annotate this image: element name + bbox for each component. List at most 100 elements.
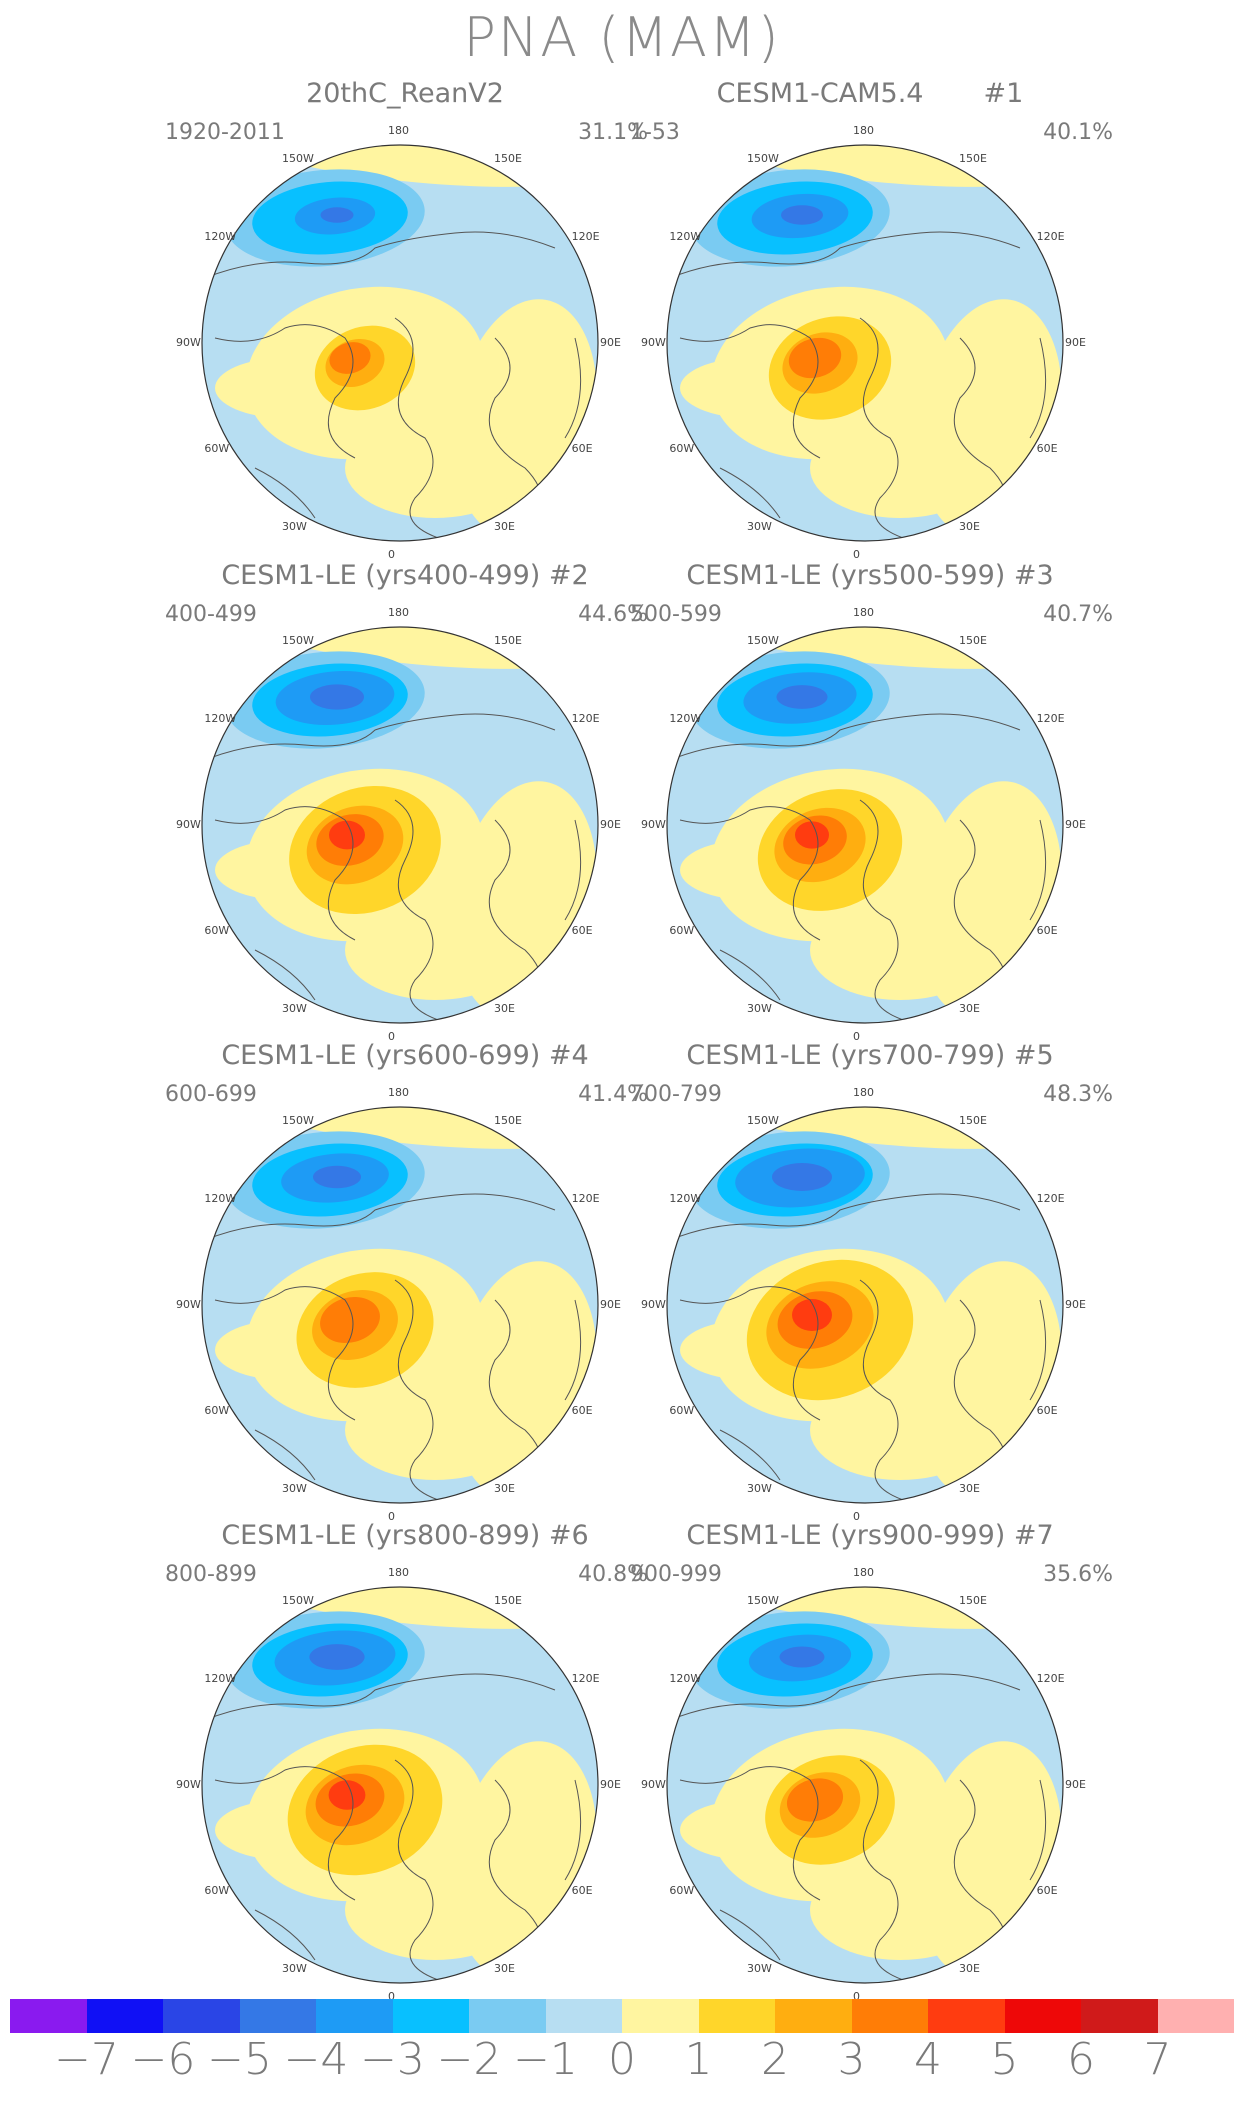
longitude-label: 90W <box>641 1298 666 1311</box>
longitude-label: 150W <box>282 1114 314 1128</box>
longitude-label: 30W <box>282 1481 307 1495</box>
longitude-label: 30W <box>282 1961 307 1975</box>
negative-core-4 <box>781 205 823 225</box>
longitude-label: 150W <box>282 1594 314 1608</box>
longitude-label: 0 <box>388 548 395 561</box>
longitude-label: 30E <box>959 519 980 533</box>
panel-variance-pct: 35.6% <box>1043 1562 1113 1587</box>
longitude-label: 60E <box>571 924 593 937</box>
map-panel: CESM1-LE (yrs500-599) #3 500-599 40.7% 180 1… <box>585 560 1155 1043</box>
longitude-label: 180 <box>388 606 409 619</box>
positive-core-3 <box>786 1778 844 1822</box>
colorbar-swatch <box>316 1999 393 2033</box>
colorbar-tick-label: 1 <box>684 2034 713 2085</box>
coastline <box>669 1673 1047 1983</box>
longitude-label: 150E <box>959 152 987 166</box>
positive-core-3 <box>329 342 371 374</box>
longitude-label: 120W <box>204 230 237 243</box>
positive-core-4 <box>328 1780 366 1810</box>
map-border <box>201 626 599 1024</box>
positive-core-4 <box>792 1299 832 1331</box>
coastline <box>204 713 582 1023</box>
longitude-label: 150W <box>747 1594 779 1608</box>
positive-anomaly-region <box>345 900 525 1000</box>
longitude-label: 90E <box>600 818 621 831</box>
panel-title: CESM1-LE (yrs800-899) #6 <box>221 1520 589 1551</box>
longitude-label: 90E <box>600 1298 621 1311</box>
panel-title: CESM1-CAM5.4 #1 <box>716 78 1024 109</box>
map-panel: CESM1-LE (yrs400-499) #2 400-499 44.6% 180 1… <box>120 560 690 1043</box>
colorbar-tick-label: 3 <box>837 2034 866 2085</box>
longitude-label: 120W <box>204 1672 237 1685</box>
longitude-label: 0 <box>853 548 860 561</box>
coastline <box>669 713 1047 1023</box>
longitude-label: 0 <box>388 1990 395 2003</box>
longitude-label: 180 <box>853 124 874 137</box>
panel-years: 600-699 <box>165 1082 257 1107</box>
longitude-label: 60W <box>204 924 230 937</box>
polar-map <box>666 1586 1064 1984</box>
colorbar-swatch <box>775 1999 852 2033</box>
longitude-label: 30W <box>282 519 307 533</box>
colorbar-swatch <box>698 1999 775 2033</box>
polar-map <box>201 1106 599 1504</box>
longitude-label: 90E <box>1065 818 1086 831</box>
positive-core-4 <box>329 820 365 850</box>
colorbar-tick-label: −7 <box>54 2034 119 2085</box>
panel-title: CESM1-LE (yrs900-999) #7 <box>686 1520 1054 1551</box>
panel-title: 20thC_ReanV2 <box>306 78 504 109</box>
colorbar-swatch <box>1004 1999 1081 2033</box>
colorbar-labels: −7 −6 −5 −4 −3 −2 −1 0 1 2 3 4 5 6 7 <box>0 2034 1244 2094</box>
map-border <box>666 626 1064 1024</box>
colorbar-swatch <box>10 1999 87 2033</box>
longitude-label: 90E <box>1065 336 1086 349</box>
panel-variance-pct: 40.7% <box>1043 602 1113 627</box>
longitude-label: 150E <box>494 1114 522 1128</box>
longitude-label: 150E <box>959 1114 987 1128</box>
colorbar-swatch <box>1157 1999 1234 2033</box>
negative-core-4 <box>309 1644 365 1670</box>
coastline <box>204 1193 582 1503</box>
map-panel: CESM1-LE (yrs600-699) #4 600-699 41.4% 180 1… <box>120 1040 690 1523</box>
longitude-label: 60E <box>1036 1884 1058 1897</box>
panel-title: CESM1-LE (yrs600-699) #4 <box>221 1040 589 1071</box>
colorbar-tick-label: −4 <box>283 2034 349 2085</box>
longitude-label: 120E <box>571 712 600 725</box>
colorbar-swatch <box>469 1999 546 2033</box>
colorbar-tick-label: 2 <box>761 2034 789 2085</box>
longitude-label: 180 <box>388 1086 409 1099</box>
longitude-label: 30E <box>494 1481 515 1495</box>
polar-map <box>201 144 599 542</box>
longitude-label: 30W <box>747 1001 772 1015</box>
negative-core-4 <box>320 207 354 223</box>
polar-map <box>201 1586 599 1984</box>
negative-core-4 <box>776 685 828 709</box>
colorbar-tick-label: 4 <box>914 2034 942 2085</box>
map-border <box>201 144 599 542</box>
panel-variance-pct: 40.1% <box>1043 120 1113 145</box>
longitude-label: 120E <box>1036 1672 1065 1685</box>
longitude-label: 150W <box>747 634 779 648</box>
longitude-label: 60E <box>571 1404 593 1417</box>
panel-years: 800-899 <box>165 1562 257 1587</box>
longitude-label: 120E <box>1036 230 1065 243</box>
longitude-label: 0 <box>853 1510 860 1523</box>
longitude-label: 150E <box>494 152 522 166</box>
colorbar-tick-label: 5 <box>990 2034 1019 2085</box>
positive-core-3 <box>320 1296 380 1344</box>
longitude-label: 30W <box>747 519 772 533</box>
panel-variance-pct: 31.1% <box>578 120 648 145</box>
positive-anomaly-region <box>810 900 990 1000</box>
polar-map <box>666 626 1064 1024</box>
positive-anomaly-region <box>345 418 525 518</box>
longitude-label: 30W <box>747 1961 772 1975</box>
longitude-label: 30W <box>747 1481 772 1495</box>
longitude-label: 60W <box>669 1404 695 1417</box>
panel-title: CESM1-LE (yrs400-499) #2 <box>221 560 589 591</box>
colorbar-swatch <box>928 1999 1005 2033</box>
colorbar-tick-label: 0 <box>608 2034 636 2085</box>
longitude-label: 90W <box>641 818 666 831</box>
longitude-label: 120W <box>204 1192 237 1205</box>
map-border <box>201 1586 599 1984</box>
panel-title: CESM1-LE (yrs700-799) #5 <box>686 1040 1054 1071</box>
